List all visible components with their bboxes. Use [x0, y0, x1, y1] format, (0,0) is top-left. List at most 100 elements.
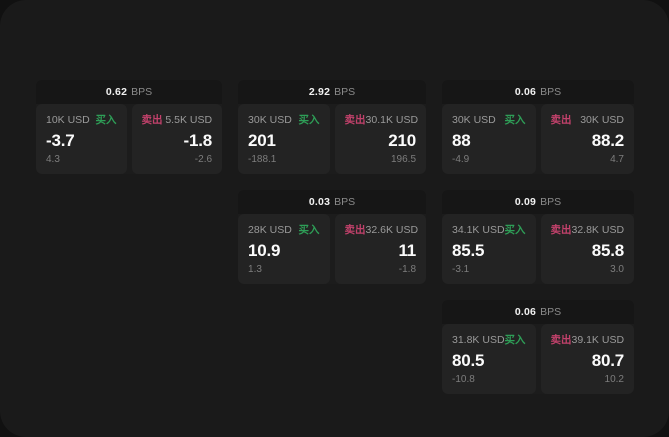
- ask-panel[interactable]: 卖出 30K USD 88.2 4.7: [540, 104, 634, 174]
- quote-column: 0.06 BPS 30K USD 买入 88 -4.9 卖出 30K USD 88.2 4.7 0.…: [442, 80, 634, 394]
- bid-panel[interactable]: 30K USD 买入 201 -188.1: [238, 104, 330, 174]
- buy-tag: 买入: [298, 114, 320, 126]
- bid-size-label: 34.1K USD: [452, 223, 505, 236]
- bid-panel-top: 34.1K USD 买入: [452, 223, 526, 237]
- bid-delta: 4.3: [46, 154, 60, 165]
- sell-tag: 卖出: [344, 114, 366, 126]
- card-header: 0.62 BPS: [36, 80, 223, 104]
- bid-delta: 1.3: [248, 264, 262, 275]
- bid-panel[interactable]: 10K USD 买入 -3.7 4.3: [36, 104, 127, 174]
- ask-panel-top: 卖出 30K USD: [550, 113, 625, 127]
- sell-tag: 卖出: [344, 224, 366, 236]
- bid-panel[interactable]: 31.8K USD 买入 80.5 -10.8: [442, 324, 536, 394]
- card-header: 2.92 BPS: [238, 80, 426, 104]
- bid-price: 10.9: [248, 240, 281, 260]
- buy-tag: 买入: [504, 114, 526, 126]
- quote-card[interactable]: 0.09 BPS 34.1K USD 买入 85.5 -3.1 卖出 32.8K USD 85.…: [442, 190, 634, 284]
- ask-price: 88.2: [591, 130, 624, 150]
- bid-delta: -188.1: [248, 154, 277, 165]
- spread-unit-label: BPS: [131, 86, 153, 98]
- bid-panel-top: 28K USD 买入: [248, 223, 320, 237]
- spread-unit-label: BPS: [334, 86, 356, 98]
- bid-price: 80.5: [452, 350, 485, 370]
- ask-panel[interactable]: 卖出 39.1K USD 80.7 10.2: [540, 324, 634, 394]
- sell-tag: 卖出: [550, 224, 572, 236]
- ask-price: 85.8: [591, 240, 624, 260]
- bid-price: 88: [452, 130, 471, 150]
- bid-panel-top: 30K USD 买入: [452, 113, 526, 127]
- card-body: 30K USD 买入 201 -188.1 卖出 30.1K USD 210 196.5: [238, 104, 426, 174]
- ask-delta: 10.2: [604, 374, 624, 385]
- quote-card-grid: 0.62 BPS 10K USD 买入 -3.7 4.3 卖出 5.5K USD -1.8 -2.…: [36, 80, 634, 394]
- ask-size-label: 5.5K USD: [165, 113, 213, 126]
- spread-value: 0.03: [308, 196, 331, 208]
- quote-card[interactable]: 0.06 BPS 31.8K USD 买入 80.5 -10.8 卖出 39.1K USD 80…: [442, 300, 634, 394]
- spread-unit-label: BPS: [540, 306, 562, 318]
- ask-price: 210: [388, 130, 417, 150]
- bid-price: 201: [248, 130, 276, 150]
- card-body: 30K USD 买入 88 -4.9 卖出 30K USD 88.2 4.7: [442, 104, 634, 174]
- quote-card[interactable]: 2.92 BPS 30K USD 买入 201 -188.1 卖出 30.1K USD 210 1…: [238, 80, 426, 174]
- ask-panel-top: 卖出 39.1K USD: [550, 333, 625, 347]
- sell-tag: 卖出: [550, 114, 572, 126]
- ask-panel[interactable]: 卖出 5.5K USD -1.8 -2.6: [131, 104, 223, 174]
- card-header: 0.09 BPS: [442, 190, 634, 214]
- ask-panel-top: 卖出 30.1K USD: [344, 113, 419, 127]
- card-body: 34.1K USD 买入 85.5 -3.1 卖出 32.8K USD 85.8 3.0: [442, 214, 634, 284]
- sell-tag: 卖出: [141, 114, 163, 126]
- card-body: 31.8K USD 买入 80.5 -10.8 卖出 39.1K USD 80.7 10.2: [442, 324, 634, 394]
- bid-panel-top: 10K USD 买入: [46, 113, 117, 127]
- spread-unit-label: BPS: [540, 86, 562, 98]
- spread-value: 0.62: [105, 86, 128, 98]
- buy-tag: 买入: [504, 224, 526, 236]
- ask-delta: 3.0: [610, 264, 624, 275]
- bid-delta: -3.1: [452, 264, 470, 275]
- spread-value: 0.06: [514, 86, 537, 98]
- ask-panel[interactable]: 卖出 30.1K USD 210 196.5: [334, 104, 426, 174]
- bid-panel[interactable]: 28K USD 买入 10.9 1.3: [238, 214, 330, 284]
- ask-delta: -2.6: [194, 154, 213, 165]
- bid-price: 85.5: [452, 240, 485, 260]
- spread-value: 0.09: [514, 196, 537, 208]
- bid-delta: -4.9: [452, 154, 470, 165]
- ask-panel-top: 卖出 32.6K USD: [344, 223, 419, 237]
- spread-unit-label: BPS: [334, 196, 356, 208]
- ask-panel[interactable]: 卖出 32.6K USD 11 -1.8: [334, 214, 426, 284]
- ask-size-label: 32.8K USD: [571, 223, 625, 236]
- buy-tag: 买入: [298, 224, 320, 236]
- ask-size-label: 32.6K USD: [365, 223, 419, 236]
- card-header: 0.03 BPS: [238, 190, 426, 214]
- ask-size-label: 30K USD: [580, 113, 624, 126]
- ask-size-label: 39.1K USD: [571, 333, 625, 346]
- quote-column: 0.62 BPS 10K USD 买入 -3.7 4.3 卖出 5.5K USD -1.8 -2.…: [36, 80, 223, 394]
- ask-delta: 4.7: [610, 154, 624, 165]
- bid-panel[interactable]: 34.1K USD 买入 85.5 -3.1: [442, 214, 536, 284]
- bid-price: -3.7: [46, 130, 75, 150]
- bid-delta: -10.8: [452, 374, 475, 385]
- buy-tag: 买入: [95, 114, 117, 126]
- bid-panel-top: 31.8K USD 买入: [452, 333, 526, 347]
- ask-delta: -1.8: [398, 264, 417, 275]
- ask-price: -1.8: [183, 130, 213, 150]
- card-header: 0.06 BPS: [442, 300, 634, 324]
- quote-card[interactable]: 0.06 BPS 30K USD 买入 88 -4.9 卖出 30K USD 88.2 4.7: [442, 80, 634, 174]
- spread-value: 0.06: [514, 306, 537, 318]
- ask-size-label: 30.1K USD: [365, 113, 419, 126]
- bid-size-label: 10K USD: [46, 113, 90, 126]
- ask-panel-top: 卖出 32.8K USD: [550, 223, 625, 237]
- bid-size-label: 30K USD: [248, 113, 292, 126]
- buy-tag: 买入: [504, 334, 526, 346]
- ask-panel-top: 卖出 5.5K USD: [141, 113, 213, 127]
- bid-panel[interactable]: 30K USD 买入 88 -4.9: [442, 104, 536, 174]
- bid-size-label: 30K USD: [452, 113, 496, 126]
- quote-column: 2.92 BPS 30K USD 买入 201 -188.1 卖出 30.1K USD 210 1…: [238, 80, 426, 394]
- spread-unit-label: BPS: [540, 196, 562, 208]
- sell-tag: 卖出: [550, 334, 572, 346]
- ask-panel[interactable]: 卖出 32.8K USD 85.8 3.0: [540, 214, 634, 284]
- card-body: 28K USD 买入 10.9 1.3 卖出 32.6K USD 11 -1.8: [238, 214, 426, 284]
- quote-card[interactable]: 0.62 BPS 10K USD 买入 -3.7 4.3 卖出 5.5K USD -1.8 -2.…: [36, 80, 223, 174]
- quote-card[interactable]: 0.03 BPS 28K USD 买入 10.9 1.3 卖出 32.6K USD 11 -1.8: [238, 190, 426, 284]
- bid-size-label: 28K USD: [248, 223, 292, 236]
- bid-panel-top: 30K USD 买入: [248, 113, 320, 127]
